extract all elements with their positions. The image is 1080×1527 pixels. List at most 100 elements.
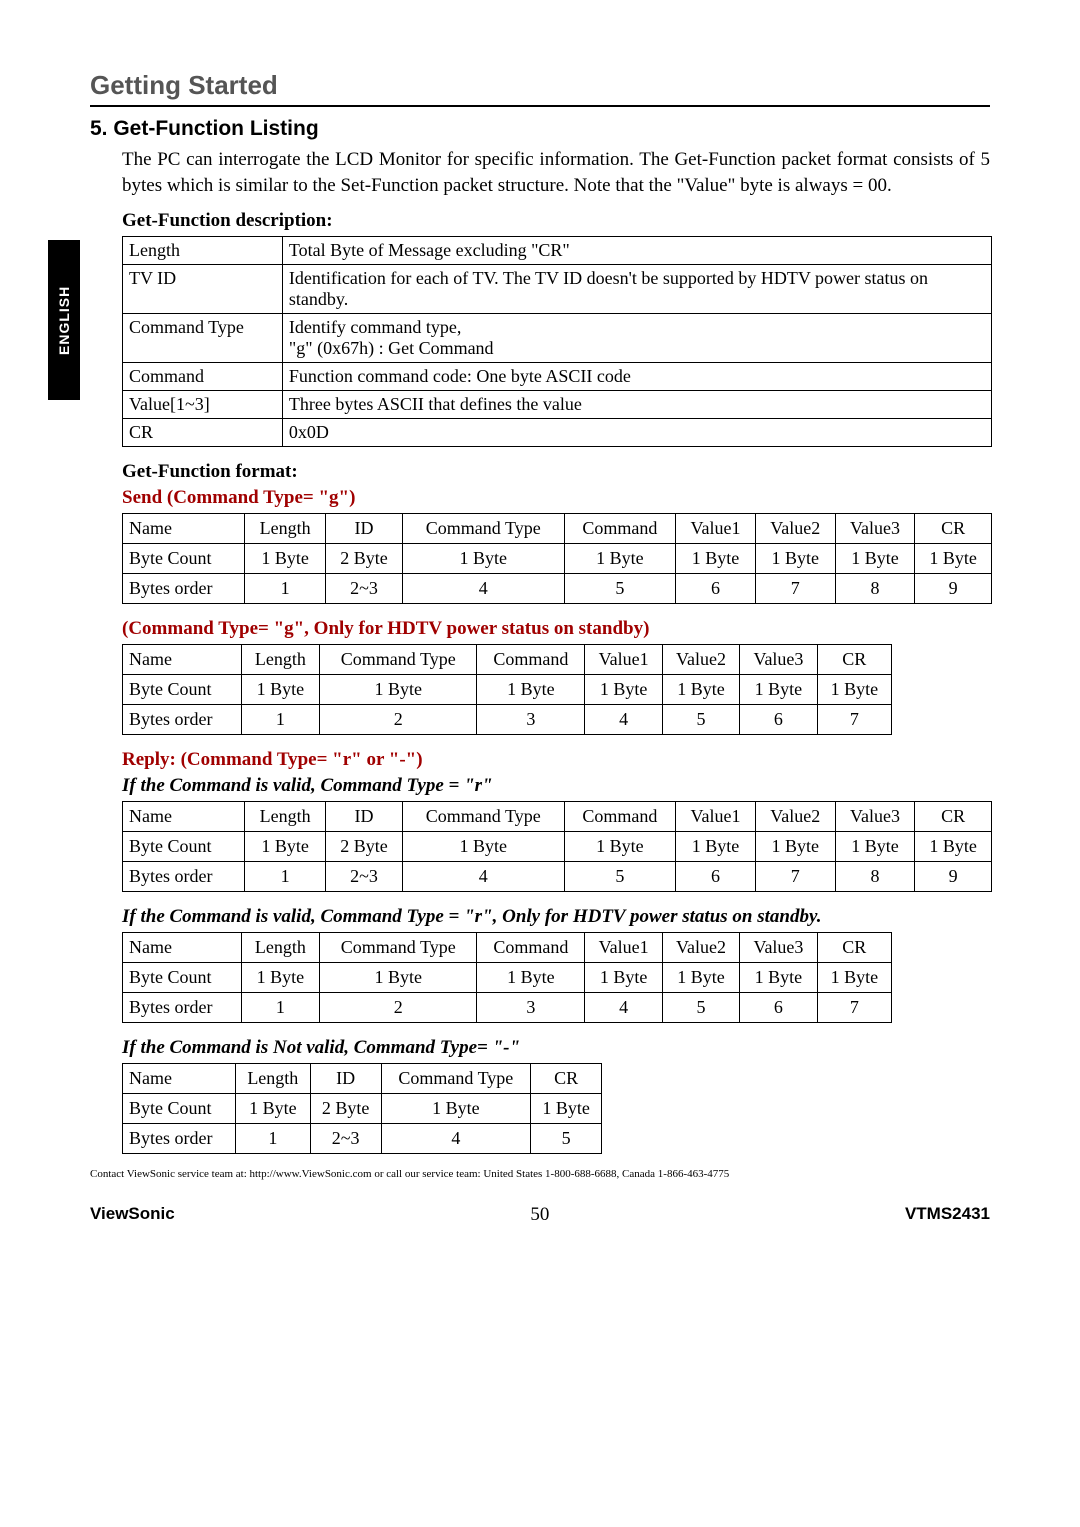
table-cell: 1 xyxy=(245,574,326,604)
table-cell: TV ID xyxy=(123,265,283,314)
table-cell: 1 Byte xyxy=(245,832,326,862)
footer-page: 50 xyxy=(530,1204,549,1226)
table-cell: 2~3 xyxy=(326,862,403,892)
desc-label: Get-Function description: xyxy=(122,210,990,232)
table-cell: 2 xyxy=(320,705,477,735)
table-cell: CR xyxy=(123,419,283,447)
table-cell: Bytes order xyxy=(123,574,245,604)
table-cell: ID xyxy=(310,1064,381,1094)
desc-table: LengthTotal Byte of Message excluding "C… xyxy=(122,236,992,447)
table-cell: 1 Byte xyxy=(402,832,564,862)
table-cell: 4 xyxy=(585,993,662,1023)
table-cell: 4 xyxy=(381,1124,531,1154)
table-cell: Byte Count xyxy=(123,832,245,862)
table-cell: 4 xyxy=(585,705,662,735)
table-cell: 1 Byte xyxy=(241,963,320,993)
standby-label: (Command Type= "g", Only for HDTV power … xyxy=(122,618,990,640)
table-cell: Command Type xyxy=(320,933,477,963)
table-cell: Value1 xyxy=(585,933,662,963)
table-cell: Length xyxy=(245,802,326,832)
table-cell: 1 Byte xyxy=(564,544,675,574)
table-cell: 5 xyxy=(564,574,675,604)
table-cell: Value1 xyxy=(585,645,662,675)
table-cell: Identify command type, "g" (0x67h) : Get… xyxy=(282,314,991,363)
valid-r-standby-table: NameLengthCommand TypeCommandValue1Value… xyxy=(122,932,892,1023)
section-header: Getting Started xyxy=(90,70,990,107)
listing-title: 5. Get-Function Listing xyxy=(90,117,990,141)
table-cell: 1 Byte xyxy=(676,832,756,862)
table-cell: 1 Byte xyxy=(381,1094,531,1124)
table-cell: 1 Byte xyxy=(740,963,817,993)
table-cell: Value2 xyxy=(662,933,739,963)
table-cell: 5 xyxy=(564,862,675,892)
table-cell: 4 xyxy=(402,574,564,604)
table-cell: Bytes order xyxy=(123,1124,236,1154)
table-cell: Byte Count xyxy=(123,544,245,574)
table-cell: 1 Byte xyxy=(817,675,891,705)
table-cell: Bytes order xyxy=(123,993,242,1023)
table-cell: Name xyxy=(123,514,245,544)
table-cell: Command xyxy=(564,514,675,544)
table-cell: Length xyxy=(241,933,320,963)
table-cell: 6 xyxy=(676,862,756,892)
table-cell: 9 xyxy=(915,574,992,604)
table-cell: 8 xyxy=(835,574,915,604)
table-cell: Value1 xyxy=(676,802,756,832)
table-cell: 1 Byte xyxy=(915,832,992,862)
send-label: Send (Command Type= "g") xyxy=(122,487,990,509)
table-cell: CR xyxy=(817,645,891,675)
table-cell: 1 Byte xyxy=(662,675,739,705)
table-cell: 1 Byte xyxy=(320,963,477,993)
table-cell: Identification for each of TV. The TV ID… xyxy=(282,265,991,314)
table-cell: Length xyxy=(123,237,283,265)
table-cell: Value3 xyxy=(740,933,817,963)
table-cell: 9 xyxy=(915,862,992,892)
table-cell: Value3 xyxy=(740,645,817,675)
table-cell: 1 Byte xyxy=(676,544,756,574)
invalid-label: If the Command is Not valid, Command Typ… xyxy=(122,1037,990,1059)
table-cell: Name xyxy=(123,933,242,963)
table-cell: 1 xyxy=(241,705,320,735)
table-cell: 1 xyxy=(235,1124,310,1154)
table-cell: 5 xyxy=(662,705,739,735)
table-cell: 2 Byte xyxy=(326,832,403,862)
table-cell: Length xyxy=(245,514,326,544)
table-cell: 1 Byte xyxy=(402,544,564,574)
footer: ViewSonic 50 VTMS2431 xyxy=(90,1204,990,1226)
table-cell: 1 Byte xyxy=(477,675,585,705)
contact-text: Contact ViewSonic service team at: http:… xyxy=(90,1168,990,1180)
reply-label: Reply: (Command Type= "r" or "-") xyxy=(122,749,990,771)
table-cell: Three bytes ASCII that defines the value xyxy=(282,391,991,419)
table-cell: Value1 xyxy=(676,514,756,544)
table-cell: 2~3 xyxy=(326,574,403,604)
table-cell: Value2 xyxy=(755,514,835,544)
table-cell: 1 Byte xyxy=(662,963,739,993)
table-cell: 0x0D xyxy=(282,419,991,447)
table-cell: 3 xyxy=(477,993,585,1023)
table-cell: ID xyxy=(326,514,403,544)
table-cell: Byte Count xyxy=(123,963,242,993)
table-cell: Command Type xyxy=(402,802,564,832)
table-cell: 1 Byte xyxy=(915,544,992,574)
table-cell: 1 Byte xyxy=(477,963,585,993)
table-cell: Bytes order xyxy=(123,705,242,735)
table-cell: 1 xyxy=(245,862,326,892)
table-cell: Bytes order xyxy=(123,862,245,892)
table-cell: Name xyxy=(123,645,242,675)
table-cell: Byte Count xyxy=(123,675,242,705)
table-cell: CR xyxy=(531,1064,602,1094)
table-cell: 1 Byte xyxy=(245,544,326,574)
table-cell: Value3 xyxy=(835,514,915,544)
table-cell: Command Type xyxy=(381,1064,531,1094)
table-cell: CR xyxy=(915,802,992,832)
valid-r-table: NameLengthIDCommand TypeCommandValue1Val… xyxy=(122,801,992,892)
table-cell: 3 xyxy=(477,705,585,735)
table-cell: 5 xyxy=(531,1124,602,1154)
table-cell: Function command code: One byte ASCII co… xyxy=(282,363,991,391)
table-cell: Command Type xyxy=(320,645,477,675)
table-cell: 8 xyxy=(835,862,915,892)
invalid-table: NameLengthIDCommand TypeCRByte Count1 By… xyxy=(122,1063,602,1154)
table-cell: 7 xyxy=(817,993,891,1023)
table-cell: ID xyxy=(326,802,403,832)
table-cell: 1 Byte xyxy=(817,963,891,993)
